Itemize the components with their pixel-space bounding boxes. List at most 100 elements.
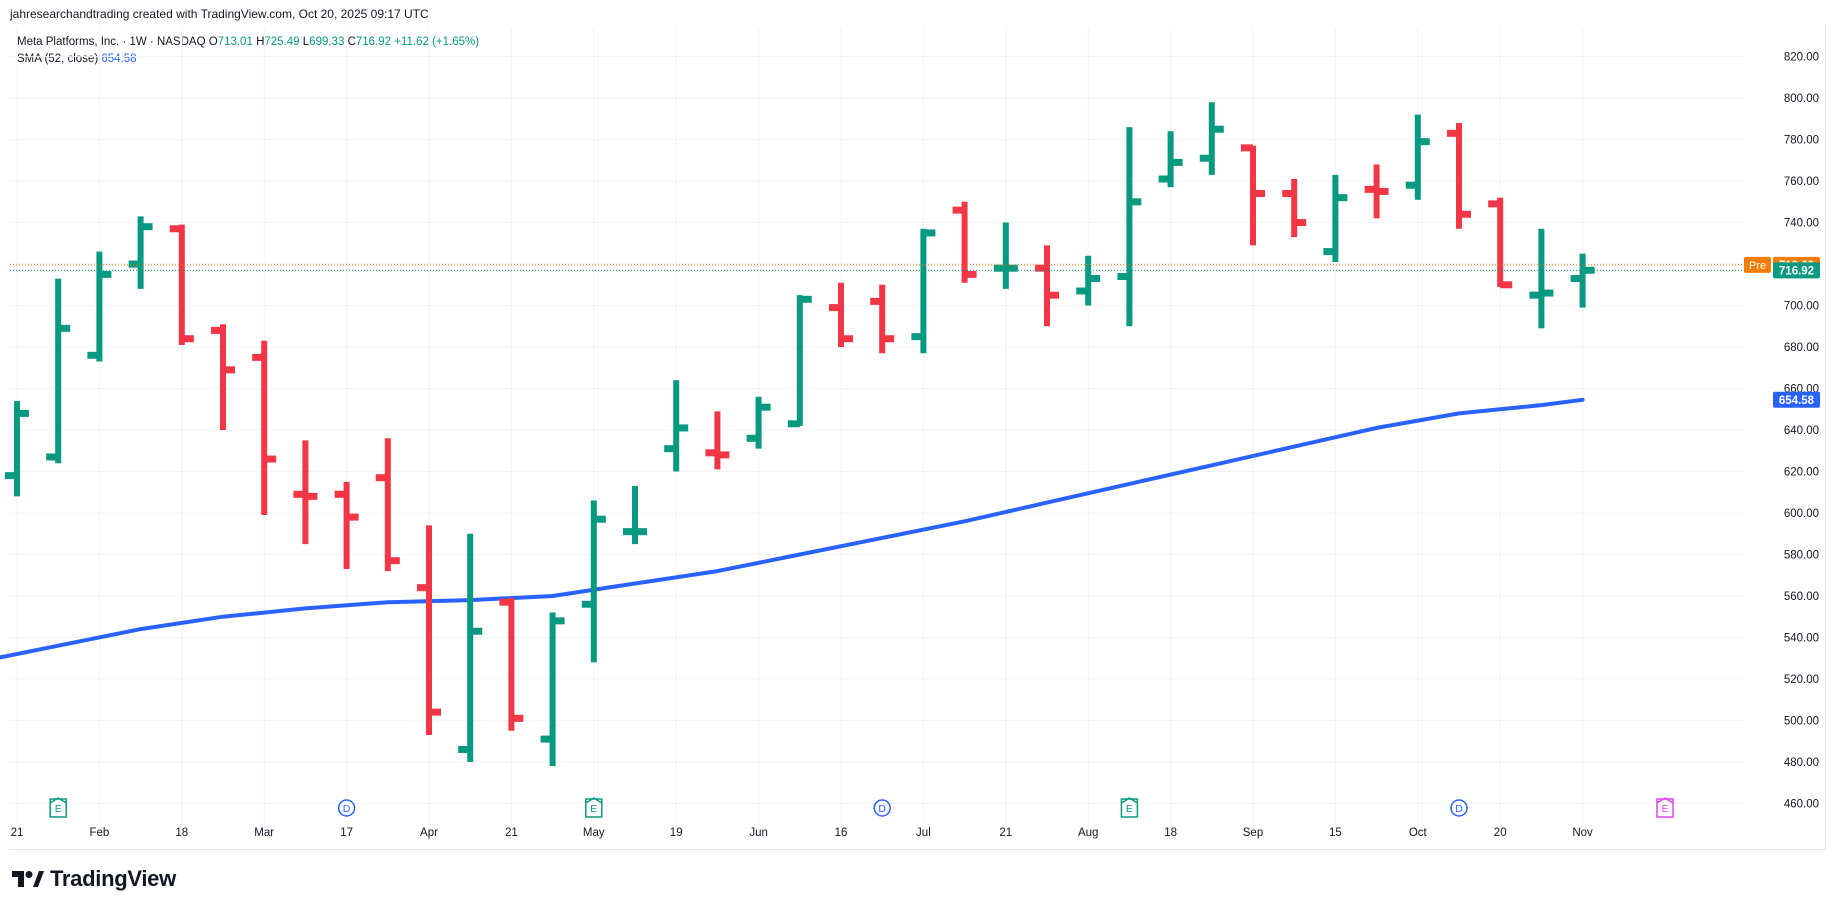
ohlc-bar (252, 340, 277, 516)
tradingview-wordmark: TradingView (50, 866, 176, 891)
ohlc-bar (1570, 253, 1595, 308)
y-tick-label: 680.00 (1784, 342, 1819, 354)
y-tick-label: 500.00 (1784, 715, 1819, 727)
ohlc-bar (128, 216, 153, 289)
dividend-marker: D (873, 799, 891, 817)
ohlc-bar (5, 400, 29, 497)
ohlc-bar (1199, 102, 1224, 175)
ohlc-bar (540, 612, 565, 767)
tradingview-logo[interactable]: TradingView (12, 866, 176, 892)
price-label-box (1773, 262, 1820, 279)
symbol-legend-row[interactable]: Meta Platforms, Inc. · 1W · NASDAQ O713.… (17, 34, 479, 51)
x-tick-label: 21 (505, 827, 518, 839)
ohlc-bar (1117, 127, 1142, 327)
event-marker-label: E (55, 803, 62, 815)
ohlc-bar (1158, 131, 1183, 188)
ohlc-bar (1323, 174, 1348, 262)
ohlc-bar (87, 251, 112, 362)
y-tick-label: 780.00 (1784, 135, 1819, 147)
x-tick-label: 20 (1494, 827, 1507, 839)
sma-legend-row[interactable]: SMA (52, close) 654.58 (17, 51, 479, 68)
event-marker-label: D (878, 803, 886, 815)
y-tick-label: 700.00 (1784, 301, 1819, 313)
ohlc-bar (1364, 164, 1389, 219)
open-value: 713.01 (217, 36, 253, 48)
ohlc-bar (1447, 122, 1471, 229)
dividend-icon (873, 799, 891, 817)
dividend-marker: D (337, 799, 356, 817)
ohlc-bar (870, 284, 895, 354)
high-label: H (256, 36, 265, 48)
chart-legend: Meta Platforms, Inc. · 1W · NASDAQ O713.… (17, 34, 479, 68)
ohlc-bar (375, 438, 400, 572)
ohlc-bar (1405, 114, 1430, 200)
x-tick-label: Mar (254, 827, 274, 839)
event-marker-label: E (590, 803, 597, 815)
change-value: +11.62 (+1.65%) (394, 36, 480, 48)
low-value: 699.33 (309, 36, 345, 48)
ohlc-bar (664, 380, 689, 472)
ohlc-bar (623, 486, 647, 545)
close-label: C (347, 36, 356, 48)
event-marker-label: E (1126, 803, 1133, 815)
open-label: O (208, 36, 218, 48)
event-marker-label: D (1455, 803, 1463, 815)
sma-price-label: 654.58 (1773, 391, 1820, 408)
y-tick-label: 460.00 (1784, 798, 1819, 810)
ohlc-bar (787, 295, 812, 428)
price-lines (10, 264, 1745, 271)
sma-label: SMA (52, close) (17, 53, 99, 65)
ohlc-bars (5, 102, 1595, 767)
ohlc-bar (911, 228, 936, 354)
x-tick-label: 19 (670, 827, 683, 839)
sma-line (0, 397, 1585, 660)
x-tick-label: Nov (1572, 827, 1593, 839)
price-axis: 460.00 480.00 500.00 520.00 540.00 560.00 580.… (1784, 52, 1819, 811)
event-marker-label: E (1661, 803, 1668, 815)
ohlc-bar (211, 324, 235, 430)
y-tick-label: 540.00 (1784, 632, 1819, 644)
dividend-marker: D (1450, 799, 1468, 817)
ohlc-bar (458, 533, 483, 762)
earnings-upcoming-marker: E (1656, 797, 1674, 818)
ohlc-bar (705, 411, 730, 470)
grid (10, 28, 1745, 828)
close-value: 716.92 (355, 36, 392, 48)
chart-frame (10, 26, 1826, 850)
ohlc-bar (334, 481, 359, 569)
time-axis: 21 Feb 18 Mar 17 Apr 21 May 19 Jun 16 Jul 21 Aug 18 Sep… (11, 827, 1593, 839)
price-label-box (1773, 391, 1820, 408)
ohlc-bar (1488, 197, 1513, 289)
ohlc-bar (293, 440, 318, 545)
ohlc-bar (746, 396, 771, 449)
price-label-prefix-box (1744, 256, 1771, 273)
y-tick-label: 480.00 (1784, 757, 1819, 769)
x-tick-label: 17 (340, 827, 353, 839)
tradingview-logo-icon (12, 871, 44, 887)
y-tick-label: 820.00 (1784, 52, 1819, 64)
x-tick-label: May (583, 827, 605, 839)
earnings-marker: E (49, 797, 67, 818)
ohlc-bar (581, 500, 606, 663)
chart-attribution: jahresearchandtrading created with Tradi… (10, 7, 429, 21)
ohlc-bar (829, 282, 853, 348)
ohlc-bar (46, 278, 71, 464)
ohlc-bar (1035, 245, 1059, 327)
sma-layer (0, 397, 1585, 660)
y-tick-label: 520.00 (1784, 674, 1819, 686)
ohlc-bar (1076, 255, 1101, 306)
earnings-marker: E (1120, 797, 1139, 818)
y-tick-label: 560.00 (1784, 591, 1819, 603)
y-tick-label: 740.00 (1784, 218, 1819, 230)
low-label: L (302, 36, 310, 48)
earnings-icon (1120, 797, 1139, 818)
x-tick-label: Aug (1078, 827, 1098, 839)
y-tick-label: 640.00 (1784, 425, 1819, 437)
dividend-icon (337, 799, 356, 817)
x-tick-label: Sep (1243, 827, 1263, 839)
y-tick-label: 800.00 (1784, 93, 1819, 105)
earnings-icon (585, 797, 603, 818)
